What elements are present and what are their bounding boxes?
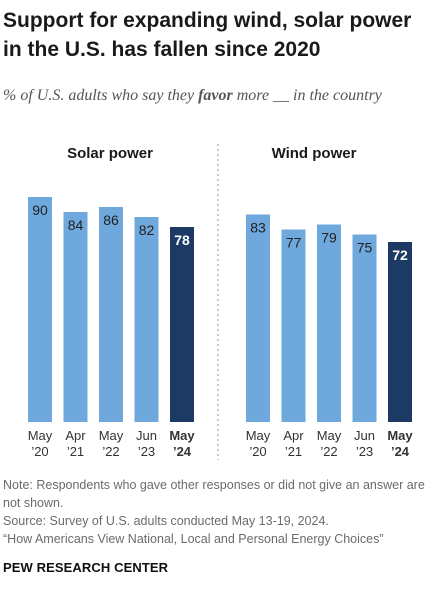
- data-label: 83: [250, 220, 266, 236]
- bar: [388, 242, 412, 422]
- subtitle-emphasis: favor: [198, 87, 233, 104]
- footer-logo-text: PEW RESEARCH CENTER: [3, 560, 169, 575]
- tick-label-month: May: [99, 428, 124, 443]
- bar: [246, 214, 270, 422]
- bar: [170, 227, 194, 422]
- data-label: 86: [103, 212, 119, 228]
- data-label: 90: [32, 202, 48, 218]
- bar-charts: Solar power90May’2084Apr’2186May’2282Jun…: [28, 144, 413, 460]
- data-label: 78: [174, 232, 190, 248]
- data-label: 84: [68, 217, 84, 233]
- subtitle-text-after: more __ in the country: [232, 87, 382, 104]
- tick-label-year: ’21: [67, 444, 84, 459]
- data-label: 77: [286, 235, 302, 251]
- bar: [352, 234, 377, 422]
- tick-label-month: Jun: [136, 428, 157, 443]
- tick-label-year: ’23: [138, 444, 155, 459]
- tick-label-month: May: [246, 428, 271, 443]
- chart-subtitle: % of U.S. adults who say they favor more…: [3, 84, 433, 107]
- data-label: 82: [139, 222, 155, 238]
- tick-label-year: ’24: [391, 444, 410, 459]
- chart-title: Support for expanding wind, solar power …: [3, 9, 412, 61]
- panel-title: Solar power: [67, 145, 153, 162]
- tick-label-year: ’22: [102, 444, 119, 459]
- tick-label-year: ’23: [356, 444, 373, 459]
- tick-label-year: ’21: [285, 444, 302, 459]
- bar: [63, 212, 88, 422]
- tick-label-year: ’20: [31, 444, 48, 459]
- tick-label-month: May: [387, 428, 413, 443]
- tick-label-year: ’22: [320, 444, 337, 459]
- report-title-text: “How Americans View National, Local and …: [3, 532, 384, 546]
- tick-label-month: May: [317, 428, 342, 443]
- bar: [281, 229, 306, 422]
- source-text: Source: Survey of U.S. adults conducted …: [3, 514, 329, 528]
- subtitle-text-before: % of U.S. adults who say they: [3, 87, 199, 104]
- data-label: 79: [321, 230, 337, 246]
- bar: [99, 207, 123, 422]
- tick-label-month: Apr: [283, 428, 304, 443]
- data-label: 75: [357, 240, 373, 256]
- bar: [134, 217, 159, 422]
- tick-label-month: May: [169, 428, 195, 443]
- notes-block: Note: Respondents who gave other respons…: [3, 476, 435, 548]
- note-text: Note: Respondents who gave other respons…: [3, 478, 425, 510]
- tick-label-month: Apr: [65, 428, 86, 443]
- panel-title: Wind power: [272, 145, 357, 162]
- bar: [317, 224, 341, 422]
- bar: [28, 197, 52, 422]
- tick-label-year: ’20: [249, 444, 266, 459]
- tick-label-year: ’24: [173, 444, 192, 459]
- tick-label-month: Jun: [354, 428, 375, 443]
- tick-label-month: May: [28, 428, 53, 443]
- data-label: 72: [392, 247, 408, 263]
